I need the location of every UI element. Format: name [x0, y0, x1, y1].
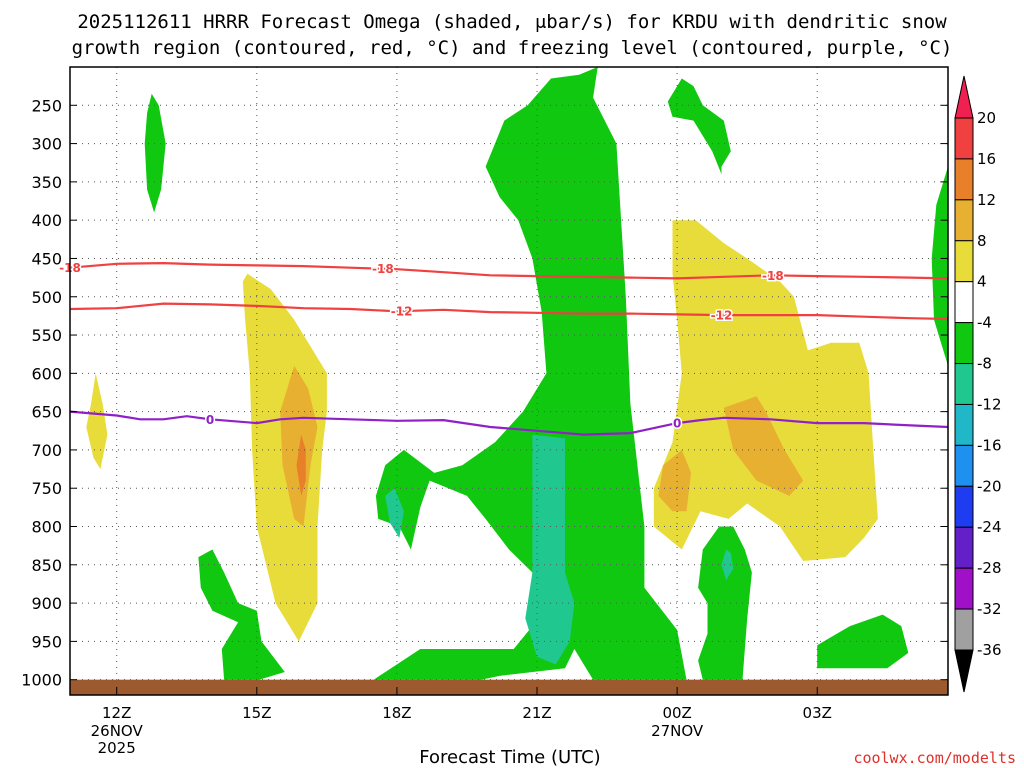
colorbar-label--4: -4 [977, 314, 992, 332]
omega-region-strong-descent-15z [296, 434, 306, 496]
y-tick-label-600: 600 [31, 364, 62, 383]
colorbar-segment--16 [954, 444, 974, 487]
x-tick-label-03Z: 03Z [803, 704, 832, 722]
y-tick-label-350: 350 [31, 173, 62, 192]
colorbar-segment--20 [954, 485, 974, 528]
x-tick-label-00Z: 00Z [662, 704, 691, 722]
y-tick-label-950: 950 [31, 632, 62, 651]
x-tick-date-00Z: 27NOV [651, 722, 704, 740]
x-tick-label-21Z: 21Z [522, 704, 551, 722]
omega-region-moderate-descent-00z [658, 449, 692, 512]
omega-shading [86, 67, 948, 680]
omega-region-ascent-lower-left [198, 549, 285, 680]
colorbar-segment--4 [954, 322, 974, 365]
y-tick-label-400: 400 [31, 211, 62, 230]
colorbar-segment--32 [954, 608, 974, 651]
contour-label-isotherm-minus18-1: -18 [372, 262, 394, 276]
y-tick-label-550: 550 [31, 326, 62, 345]
colorbar-segment--12 [954, 403, 974, 446]
x-tick-label-12Z: 12Z [102, 704, 131, 722]
y-tick-label-850: 850 [31, 556, 62, 575]
omega-region-ascent-center-tower [373, 67, 687, 680]
y-tick-label-1000: 1000 [21, 671, 62, 690]
x-tick-date-12Z: 26NOV [91, 722, 144, 740]
omega-region-ascent-upper-right [667, 78, 731, 175]
colorbar-label-8: 8 [977, 232, 987, 250]
contour-freezing-level [69, 410, 949, 436]
x-axis-label: Forecast Time (UTC) [419, 747, 600, 768]
colorbar-segment--28 [954, 567, 974, 610]
colorbar-label-20: 20 [977, 109, 996, 127]
colorbar-segment--24 [954, 526, 974, 569]
colorbar-segment-8 [954, 240, 974, 283]
y-tick-label-450: 450 [31, 249, 62, 268]
colorbar-label-16: 16 [977, 150, 996, 168]
chart-title-line-2: growth region (contoured, red, °C) and f… [72, 37, 953, 59]
colorbar: 20 16 12 8 4 -4 -8 -12 -16 -20 -24 -28 -32 -36 [954, 75, 1002, 693]
colorbar-segment-12 [954, 199, 974, 242]
omega-region-moderate-descent-01z [723, 396, 804, 496]
colorbar-bottom-arrow [954, 649, 974, 693]
omega-region-strong-ascent-01z [721, 549, 734, 581]
y-tick-label-300: 300 [31, 135, 62, 154]
contour-label-freezing-level-1: 0 [673, 417, 681, 431]
y-tick-label-700: 700 [31, 441, 62, 460]
colorbar-label--24: -24 [977, 518, 1002, 536]
colorbar-label--20: -20 [977, 477, 1002, 495]
y-tick-label-250: 250 [31, 96, 62, 115]
contour-label-isotherm-minus12-1: -12 [711, 309, 733, 323]
x-tick-label-18Z: 18Z [382, 704, 411, 722]
colorbar-label-12: 12 [977, 191, 996, 209]
omega-region-descent-evening [653, 220, 878, 561]
contour-isotherm-minus12 [69, 302, 949, 321]
omega-region-moderate-descent-15z [280, 365, 318, 527]
chart-title-line-1: 2025112611 HRRR Forecast Omega (shaded, … [77, 11, 947, 33]
colorbar-segment-4 [954, 281, 974, 324]
contour-label-freezing-level-0: 0 [206, 413, 214, 427]
omega-region-descent-early [86, 373, 108, 470]
pressure-axis: 250 300 350 400 450 500 550 600 650 700 750 800 850 9… [21, 96, 948, 690]
y-tick-label-650: 650 [31, 403, 62, 422]
y-tick-label-750: 750 [31, 479, 62, 498]
colorbar-label-4: 4 [977, 273, 987, 291]
colorbar-top-arrow [954, 75, 974, 119]
colorbar-label--8: -8 [977, 355, 992, 373]
x-tick-year-12Z: 2025 [98, 739, 136, 757]
omega-region-strong-ascent-21z [525, 434, 575, 665]
colorbar-segment--8 [954, 363, 974, 405]
credit-text: coolwx.com/modelts [853, 749, 1016, 767]
colorbar-segment-20 [954, 117, 974, 160]
omega-region-strong-ascent-18z [385, 488, 404, 538]
grid-lines [70, 67, 948, 681]
plot-frame [69, 66, 949, 696]
y-tick-label-800: 800 [31, 518, 62, 537]
colorbar-label--12: -12 [977, 395, 1002, 413]
colorbar-label--32: -32 [977, 600, 1002, 618]
colorbar-label--28: -28 [977, 559, 1002, 577]
x-tick-label-15Z: 15Z [242, 704, 271, 722]
contour-isotherm-minus18 [69, 261, 949, 280]
temperature-contours: -18 -18 -18-12 -120 0 [58, 260, 949, 436]
ground-surface [70, 679, 948, 695]
contour-label-isotherm-minus12-0: -12 [391, 305, 413, 319]
y-tick-label-500: 500 [31, 288, 62, 307]
omega-region-ascent-upper-left [144, 93, 166, 213]
colorbar-label--16: -16 [977, 436, 1002, 454]
omega-region-ascent-right-edge [931, 166, 948, 366]
y-tick-label-900: 900 [31, 594, 62, 613]
contour-label-isotherm-minus18-2: -18 [762, 269, 784, 283]
colorbar-label--36: -36 [977, 641, 1002, 659]
colorbar-segment-16 [954, 158, 974, 201]
